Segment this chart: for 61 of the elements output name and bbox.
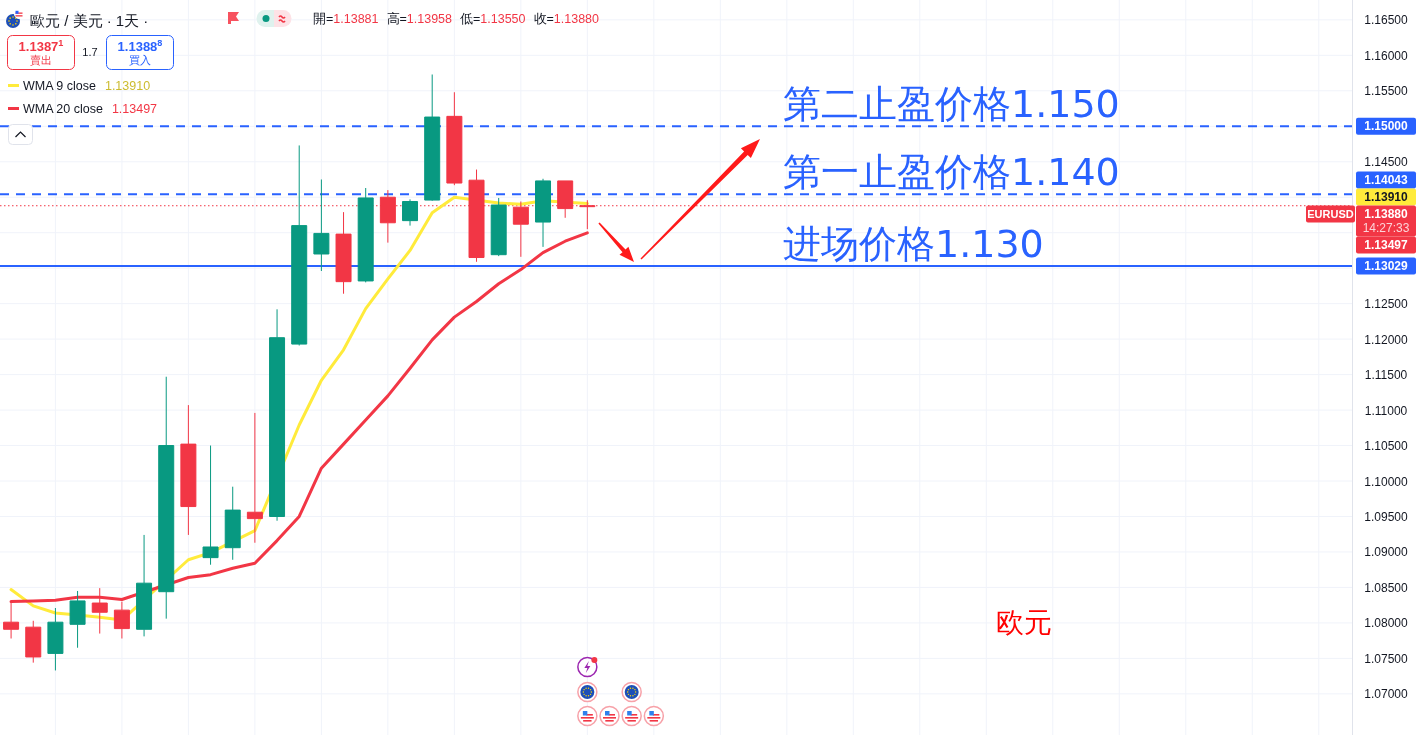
y-tick-label: 1.12500 [1364,297,1409,312]
candlestick [69,590,86,649]
candlestick [246,412,263,544]
candlestick [402,198,419,227]
annotation: 賣出 [30,54,52,66]
candlestick [357,187,374,283]
annotation: 1.1388$^{8}$ [117,38,163,54]
y-tick-label: 1.07500 [1364,651,1409,666]
annotation: 1.7 [82,46,98,58]
y-tick-label: 1.08000 [1364,616,1409,631]
text: 14:27:33 [1362,221,1410,236]
legend-label: WMA 9 close [23,79,96,93]
annotation: 第一止盈价格1.140 [783,150,1120,195]
candlestick [269,308,286,522]
text: 1.13497 [1364,238,1409,253]
ref-line-label: 1.13880 [1364,207,1409,222]
annotation: 欧元 [996,607,1052,638]
annotation: 1.13910 [104,79,151,93]
candlestick [224,486,241,561]
y-tick-label: 1.08500 [1364,580,1409,595]
y-tick-label: 1.09500 [1364,509,1409,524]
candlestick [47,607,64,671]
candlestick [291,144,308,347]
y-tick-label: 1.09000 [1364,545,1409,560]
y-tick-label: 1.15500 [1364,84,1409,99]
ref-line-label: 1.15000 [1364,119,1409,134]
candlestick [424,73,441,202]
annotation: 開=1.13881 [313,12,379,26]
y-tick-label: 1.10500 [1364,439,1409,454]
text: 1.13910 [1364,190,1409,205]
annotation: 高=1.13958 [386,11,453,26]
y-tick-label: 1.16000 [1364,48,1409,63]
y-tick-label: 1.11000 [1364,403,1408,418]
annotation: 1.13497 [111,102,158,116]
y-tick-label: 1.16500 [1364,13,1409,28]
y-tick-label: 1.10000 [1364,474,1409,489]
candlestick [158,376,175,620]
candlestick [490,197,507,257]
candlestick [202,445,219,566]
ref-line-label: 1.13029 [1364,259,1409,274]
candlestick [446,91,463,186]
candlestick [535,178,552,248]
annotation: 收=1.13880 [533,12,600,26]
annotation: 进场价格1.130 [783,222,1044,267]
y-tick-label: 1.11500 [1364,368,1408,383]
ref-line-label: 1.14043 [1364,173,1409,188]
candlestick [335,211,352,295]
y-tick-label: 1.12000 [1364,332,1409,347]
annotation: 買入 [129,54,151,66]
text: 歐元 / 美元 · 1天 · [30,12,149,29]
candlestick [180,404,197,536]
annotation: 1.1387$^{1}$ [18,38,64,54]
annotation: 低=1.13550 [460,12,526,26]
legend-label: WMA 20 close [23,102,103,116]
candlestick [313,178,330,272]
y-tick-label: 1.07000 [1364,687,1409,702]
annotation: EURUSD [1307,208,1354,221]
y-tick-label: 1.14500 [1364,155,1409,170]
annotation: 第二止盈价格1.150 [783,82,1120,127]
candlestick [136,534,153,637]
candlestick [25,620,42,664]
